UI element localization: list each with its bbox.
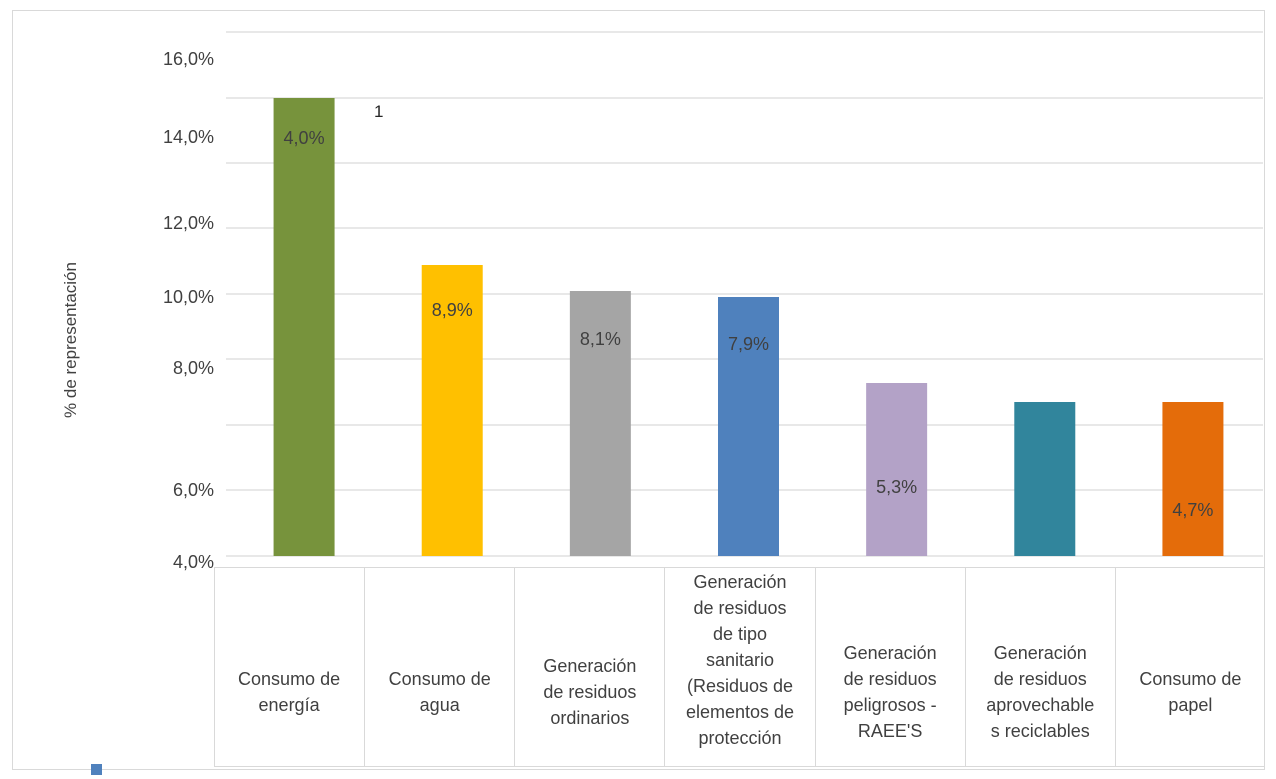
data-label: 8,9% bbox=[432, 300, 473, 320]
data-labels: 4,0% 8,9% 8,1% 7,9% 5,3% 4,7% bbox=[284, 128, 1214, 520]
category-label: Consumo de energía bbox=[214, 567, 364, 767]
category-label-line: ordinarios bbox=[550, 708, 630, 728]
annotation-label: 1 bbox=[374, 102, 383, 121]
bars bbox=[273, 98, 1224, 556]
category-label-line: de residuos bbox=[993, 669, 1087, 689]
bar bbox=[273, 98, 335, 556]
y-tick-label: 4,0% bbox=[173, 552, 214, 572]
category-label-line: protección bbox=[698, 728, 782, 748]
chart-frame bbox=[12, 10, 1265, 770]
data-label: 5,3% bbox=[876, 477, 917, 497]
category-label-line: aprovechable bbox=[986, 695, 1095, 715]
bar bbox=[1162, 402, 1224, 556]
category-label: Consumo de agua bbox=[364, 567, 514, 767]
category-label: Generación de residuos de tipo sanitario (Re… bbox=[664, 567, 814, 767]
category-label-line: Consumo de bbox=[1139, 669, 1242, 689]
y-tick-label: 12,0% bbox=[163, 213, 214, 233]
bar bbox=[569, 291, 631, 556]
category-label-line: Generación bbox=[843, 643, 937, 663]
data-label: 7,9% bbox=[728, 334, 769, 354]
category-label-line: Consumo de bbox=[238, 669, 341, 689]
data-label: 4,7% bbox=[1172, 500, 1213, 520]
category-label: Consumo de papel bbox=[1114, 567, 1265, 767]
bar bbox=[866, 383, 928, 556]
category-label-line: sanitario bbox=[705, 650, 775, 670]
category-label-line: Generación bbox=[693, 572, 787, 592]
y-axis-label: % de representación bbox=[61, 262, 80, 418]
category-label-line: s reciclables bbox=[990, 721, 1090, 741]
bar bbox=[421, 265, 483, 556]
y-tick-label: 14,0% bbox=[163, 127, 214, 147]
y-tick-label: 6,0% bbox=[173, 480, 214, 500]
category-label-line: peligrosos - bbox=[843, 695, 937, 715]
data-label: 4,0% bbox=[284, 128, 325, 148]
bar bbox=[1014, 402, 1076, 556]
category-label-line: Generación bbox=[543, 656, 637, 676]
y-tick-label: 10,0% bbox=[163, 287, 214, 307]
category-label-line: de residuos bbox=[843, 669, 937, 689]
category-label-line: papel bbox=[1168, 695, 1213, 715]
category-label-line: elementos de bbox=[685, 702, 795, 722]
category-label: Generación de residuos ordinarios bbox=[514, 567, 664, 767]
y-tick-labels: 16,0% 14,0% 12,0% 10,0% 8,0% 6,0% 4,0% bbox=[163, 49, 214, 572]
category-label-line: agua bbox=[419, 695, 460, 715]
category-label-line: de residuos bbox=[693, 598, 787, 618]
bar bbox=[718, 297, 779, 556]
category-label-line: energía bbox=[258, 695, 320, 715]
data-label: 8,1% bbox=[580, 329, 621, 349]
category-label: Generación de residuos aprovechable s recic… bbox=[964, 567, 1115, 767]
legend-swatch bbox=[91, 764, 102, 775]
category-label-line: (Residuos de bbox=[686, 676, 794, 696]
category-label-line: de residuos bbox=[543, 682, 637, 702]
y-tick-label: 16,0% bbox=[163, 49, 214, 69]
category-label-line: de tipo bbox=[712, 624, 768, 644]
category-label-line: Consumo de bbox=[388, 669, 491, 689]
category-label-line: Generación bbox=[993, 643, 1087, 663]
category-label: Generación de residuos peligrosos - RAEE'S bbox=[814, 567, 965, 767]
category-table-border bbox=[214, 567, 1265, 767]
y-tick-label: 8,0% bbox=[173, 358, 214, 378]
category-label-line: RAEE'S bbox=[857, 721, 923, 741]
